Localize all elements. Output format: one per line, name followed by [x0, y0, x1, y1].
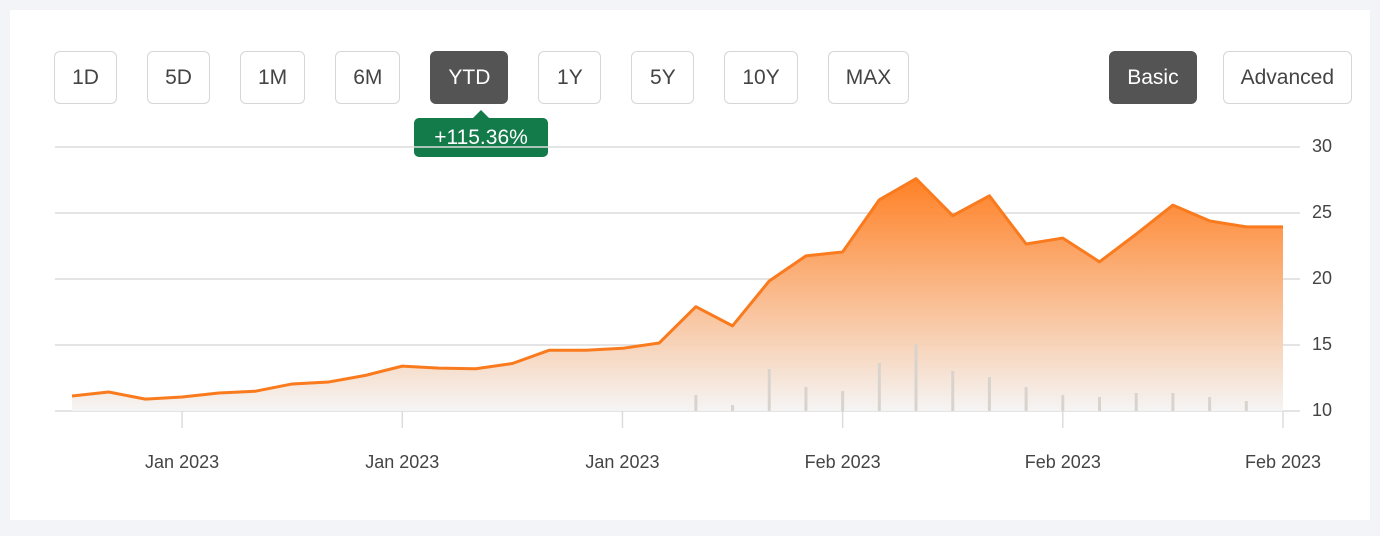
range-button[interactable]: Advanced [1222, 51, 1352, 104]
range-button[interactable]: 5Y [631, 51, 695, 104]
volume-bar [877, 363, 881, 411]
volume-bar [951, 371, 955, 411]
y-tick-label: 30 [1312, 136, 1332, 156]
y-tick-label: 20 [1312, 268, 1332, 288]
range-button[interactable]: 10Y [724, 51, 798, 104]
y-tick-label: 25 [1312, 202, 1332, 222]
range-button[interactable]: 5D [147, 51, 210, 104]
range-button[interactable]: Basic [1109, 51, 1197, 104]
volume-bar [1244, 401, 1248, 411]
area [72, 178, 1283, 411]
volume-bar [1024, 387, 1028, 411]
range-button[interactable]: 1M [240, 51, 306, 104]
volume-bar [767, 369, 771, 411]
range-button[interactable]: 1D [54, 51, 117, 104]
view-buttons: Basic Advanced [1109, 51, 1352, 104]
volume-bar [1061, 395, 1065, 411]
volume-bar [1098, 397, 1102, 411]
range-buttons: 1D 5D 1M 6M YTD 1Y 5Y 10Y MAX [54, 51, 910, 104]
volume-bar [731, 405, 735, 411]
volume-bar [804, 387, 808, 411]
y-tick-label: 15 [1312, 334, 1332, 354]
range-button[interactable]: MAX [827, 51, 910, 104]
range-button[interactable]: 1Y [538, 51, 602, 104]
volume-bar [914, 344, 918, 411]
volume-bar [987, 377, 991, 411]
price-line [71, 177, 1283, 401]
x-tick-label: Feb 2023 [1245, 452, 1321, 472]
x-tick-label: Jan 2023 [585, 452, 659, 472]
performance-badge: +115.36% [414, 110, 548, 157]
volume-bar [1134, 393, 1138, 411]
range-button[interactable]: 6M [335, 51, 401, 104]
y-tick-label: 10 [1312, 400, 1332, 420]
x-tick-label: Feb 2023 [1025, 452, 1101, 472]
volume-bar [1208, 397, 1212, 411]
x-tick-label: Jan 2023 [145, 452, 219, 472]
volume-bar [1171, 393, 1175, 411]
range-button[interactable]: YTD [430, 51, 509, 104]
volume-bar [694, 395, 698, 411]
x-tick-label: Feb 2023 [805, 452, 881, 472]
volume-bar [841, 391, 845, 411]
x-tick-label: Jan 2023 [365, 452, 439, 472]
